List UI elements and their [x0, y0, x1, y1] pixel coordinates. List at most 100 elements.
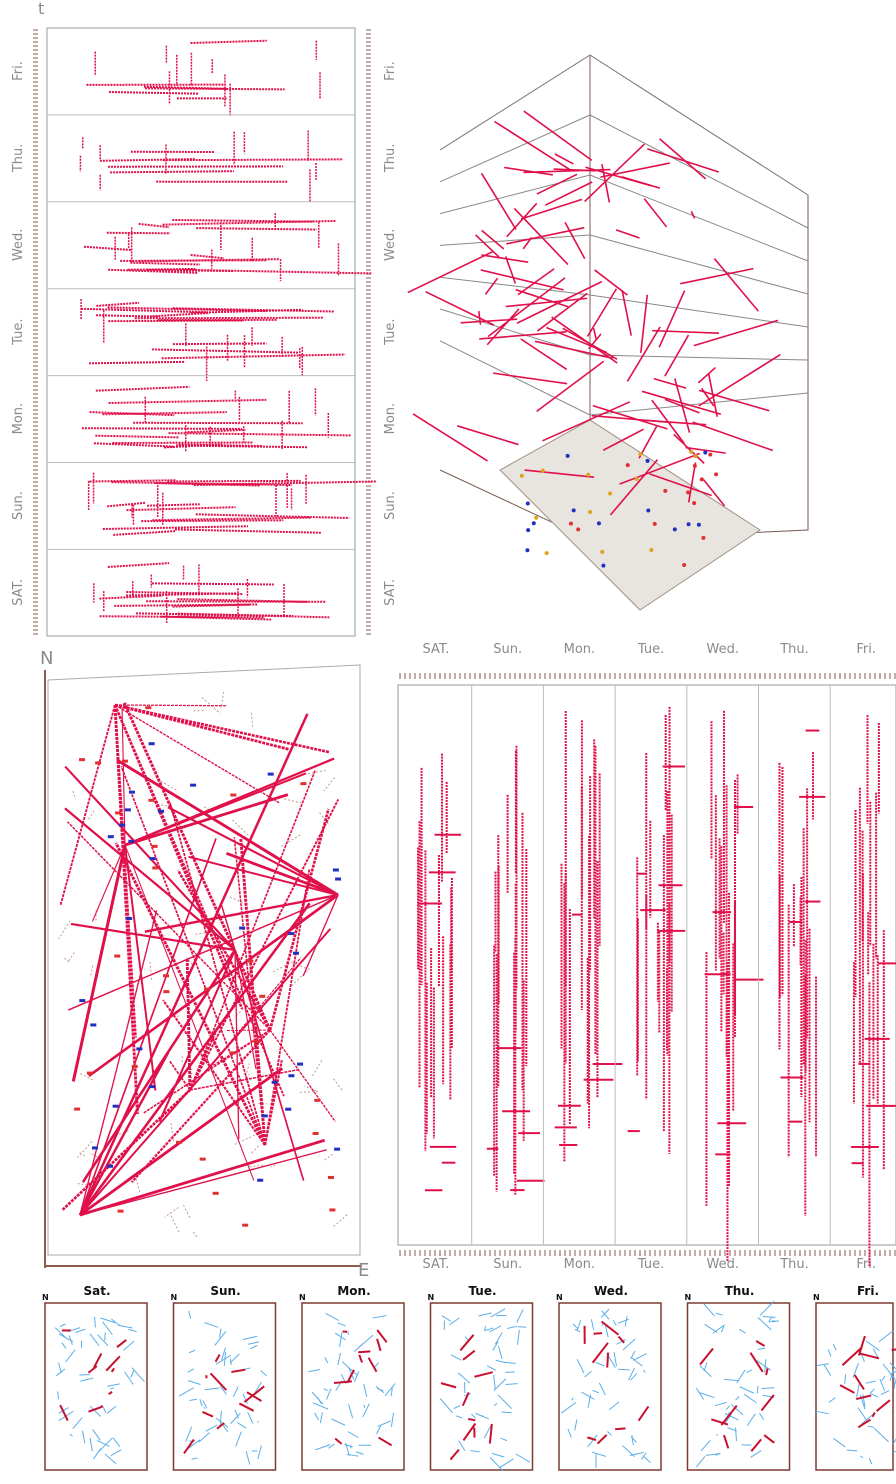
stop-point [163, 990, 170, 994]
street [149, 961, 153, 980]
stop-point [335, 877, 342, 881]
street [695, 1387, 704, 1400]
trajectory [116, 758, 339, 897]
trajectory [152, 516, 311, 522]
day-label: Sun. [11, 491, 26, 520]
street [94, 1316, 96, 1328]
trajectory [358, 1354, 364, 1363]
cube-grid [589, 174, 809, 262]
street [77, 1141, 93, 1159]
street [131, 1367, 145, 1383]
street [89, 1405, 102, 1417]
trajectory [233, 837, 266, 1146]
stop-point [638, 452, 643, 457]
trajectory [592, 327, 597, 340]
trajectory [643, 198, 668, 228]
day-label: Mon. [564, 1257, 596, 1272]
trajectory [378, 1436, 393, 1447]
trajectory [621, 175, 661, 189]
stop-point [288, 1074, 295, 1078]
trajectory [534, 340, 614, 360]
street [89, 1333, 100, 1347]
street [873, 1427, 889, 1443]
trajectory [484, 277, 499, 295]
cube-grid [439, 340, 591, 416]
street [576, 1319, 582, 1331]
street [757, 1347, 766, 1350]
street [358, 1334, 374, 1348]
trajectory [658, 290, 686, 348]
trajectory [639, 294, 649, 354]
street [102, 1321, 113, 1336]
stop-point [149, 857, 156, 861]
street [247, 1411, 254, 1424]
trajectory [480, 172, 517, 230]
trajectory [126, 506, 236, 512]
stop-point [151, 844, 158, 848]
street [497, 1345, 503, 1360]
stop-point [519, 473, 524, 478]
street [170, 1123, 175, 1143]
stop-point [271, 1080, 278, 1084]
trajectory [871, 1412, 876, 1418]
street [242, 1393, 248, 1404]
street [377, 1420, 391, 1428]
trajectory [71, 844, 127, 1082]
trajectory [649, 473, 712, 497]
street [712, 1324, 725, 1334]
trajectory [155, 482, 261, 487]
stop-point [74, 1107, 81, 1111]
street [283, 971, 288, 975]
street [337, 1352, 342, 1366]
trajectory [702, 478, 726, 507]
stop-point [646, 508, 651, 513]
stop-point [149, 1085, 156, 1089]
stop-point [600, 549, 605, 554]
trajectory [288, 894, 339, 933]
stop-point [686, 522, 691, 527]
stop-point [112, 1104, 119, 1108]
street [494, 1332, 503, 1345]
street [439, 1398, 453, 1414]
trajectory [673, 433, 705, 464]
street [608, 1401, 620, 1411]
trajectory [188, 1029, 218, 1091]
street [581, 1391, 595, 1400]
street [757, 1317, 772, 1331]
street [67, 952, 75, 962]
day-label: Mon. [564, 642, 596, 657]
street [879, 1379, 886, 1391]
street [82, 1430, 86, 1444]
trajectory [593, 1332, 603, 1335]
street [571, 1397, 574, 1401]
cube-grid [439, 174, 591, 215]
trajectory [89, 411, 175, 417]
trajectory [638, 425, 658, 459]
trajectory [152, 311, 210, 318]
street [893, 1451, 896, 1453]
north-label: N [299, 1293, 306, 1302]
stop-point [114, 954, 121, 958]
trajectory [121, 708, 126, 846]
street [604, 1325, 609, 1338]
stop-point [634, 476, 639, 481]
street [61, 1342, 67, 1349]
street [80, 1377, 94, 1382]
trajectory [698, 389, 770, 412]
street [441, 1315, 452, 1322]
stop-point [663, 488, 668, 493]
street [574, 1419, 578, 1431]
trajectory [79, 1149, 328, 1216]
trajectory [407, 250, 493, 294]
street [860, 1412, 875, 1426]
trajectory [124, 844, 157, 1091]
street [865, 1380, 876, 1384]
street [56, 1368, 66, 1377]
street [889, 1362, 896, 1370]
street [178, 1387, 194, 1397]
day-label: Sun. [493, 642, 522, 657]
street [325, 1388, 332, 1400]
map-frame [301, 1302, 405, 1471]
trajectory [685, 446, 726, 454]
